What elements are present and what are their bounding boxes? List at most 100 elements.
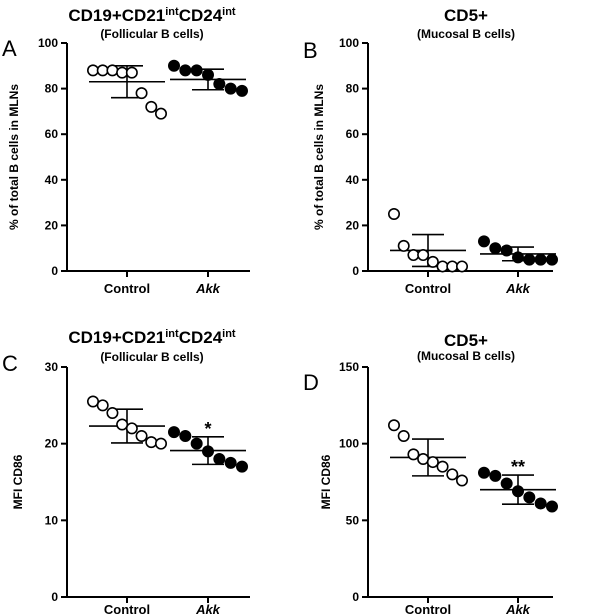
data-point <box>407 448 420 461</box>
data-point <box>190 437 203 450</box>
panel-d: D CD5+(Mucosal B cells) MFI CD86 0 50 100 150 C… <box>303 331 558 616</box>
title-part: CD5+ <box>444 331 488 350</box>
data-point <box>545 253 558 266</box>
y-tick-label: 0 <box>352 590 359 604</box>
y-axis-label: % of total B cells in MLNs <box>312 84 326 230</box>
y-tick-label: 40 <box>346 173 360 187</box>
x-tick-label: Akk <box>505 281 531 296</box>
data-point <box>179 64 192 77</box>
chart-title: CD5+ <box>444 6 488 25</box>
chart-subtitle: (Mucosal B cells) <box>417 27 515 41</box>
data-point <box>436 460 449 473</box>
chart-subtitle: (Mucosal B cells) <box>417 349 515 363</box>
series-control <box>87 395 168 450</box>
data-point <box>397 429 410 442</box>
panel-letter: A <box>2 36 17 61</box>
series-control <box>87 64 168 120</box>
data-point <box>426 255 439 268</box>
y-tick-label: 60 <box>346 127 360 141</box>
data-point <box>125 66 138 79</box>
data-point <box>145 100 158 113</box>
data-point <box>168 426 181 439</box>
title-sup: int <box>222 6 236 18</box>
data-point <box>477 235 490 248</box>
data-point <box>213 452 226 465</box>
y-tick-label: 10 <box>45 513 59 527</box>
data-point <box>387 208 400 221</box>
data-point <box>534 253 547 266</box>
data-point <box>477 466 490 479</box>
series-akk: ** <box>477 457 558 513</box>
data-point <box>190 64 203 77</box>
data-point <box>145 436 158 449</box>
data-point <box>511 485 524 498</box>
data-point <box>545 500 558 513</box>
y-tick-label: 100 <box>339 36 359 50</box>
y-axis-label: MFI CD86 <box>11 454 25 509</box>
title-part: CD19+CD21 <box>68 6 165 25</box>
data-point <box>397 239 410 252</box>
chart-subtitle: (Follicular B cells) <box>100 27 203 41</box>
chart-title: CD19+CD21intCD24int <box>68 6 236 25</box>
data-point <box>387 419 400 432</box>
data-point <box>446 468 459 481</box>
significance-label: * <box>204 419 211 439</box>
data-point <box>155 107 168 120</box>
chart-subtitle: (Follicular B cells) <box>100 350 203 364</box>
x-tick-label: Control <box>405 602 451 616</box>
data-point <box>455 474 468 487</box>
y-tick-label: 40 <box>45 173 59 187</box>
y-tick-label: 0 <box>51 264 58 278</box>
y-tick-label: 20 <box>45 437 59 451</box>
title-part: CD24 <box>179 328 223 347</box>
title-sup: int <box>222 328 236 340</box>
data-point <box>224 456 237 469</box>
series-control <box>387 419 468 487</box>
data-point <box>125 422 138 435</box>
data-point <box>236 460 249 473</box>
title-part: CD5+ <box>444 6 488 25</box>
data-point <box>417 452 430 465</box>
data-point <box>116 418 129 431</box>
data-point <box>213 78 226 91</box>
data-point <box>436 260 449 273</box>
series-akk <box>168 59 249 97</box>
data-point <box>446 260 459 273</box>
data-point <box>87 395 100 408</box>
title-part: CD24 <box>179 6 223 25</box>
data-point <box>106 406 119 419</box>
chart-title: CD19+CD21intCD24int <box>68 328 236 347</box>
panel-letter: C <box>2 351 18 376</box>
data-point <box>106 64 119 77</box>
y-tick-label: 0 <box>352 264 359 278</box>
data-point <box>168 59 181 72</box>
series-control <box>387 208 468 273</box>
data-point <box>96 64 109 77</box>
x-tick-label: Control <box>104 602 150 616</box>
y-axis-label: % of total B cells in MLNs <box>7 84 21 230</box>
chart-title: CD5+ <box>444 331 488 350</box>
data-point <box>202 68 215 81</box>
y-tick-label: 50 <box>346 513 360 527</box>
series-akk <box>477 235 558 266</box>
data-point <box>224 82 237 95</box>
data-point <box>489 469 502 482</box>
x-tick-label: Akk <box>505 602 531 616</box>
x-tick-label: Control <box>405 281 451 296</box>
title-sup: int <box>165 328 179 340</box>
title-sup: int <box>165 6 179 18</box>
y-tick-label: 100 <box>38 36 58 50</box>
y-tick-label: 0 <box>51 590 58 604</box>
series-akk: * <box>168 419 249 473</box>
data-point <box>523 253 536 266</box>
data-point <box>236 84 249 97</box>
data-point <box>179 429 192 442</box>
panel-letter: D <box>303 370 319 395</box>
y-tick-label: 30 <box>45 360 59 374</box>
data-point <box>417 249 430 262</box>
panel-b: B CD5+ (Mucosal B cells) % of total B cells… <box>303 6 558 296</box>
data-point <box>523 491 536 504</box>
title-part: CD19+CD21 <box>68 328 165 347</box>
